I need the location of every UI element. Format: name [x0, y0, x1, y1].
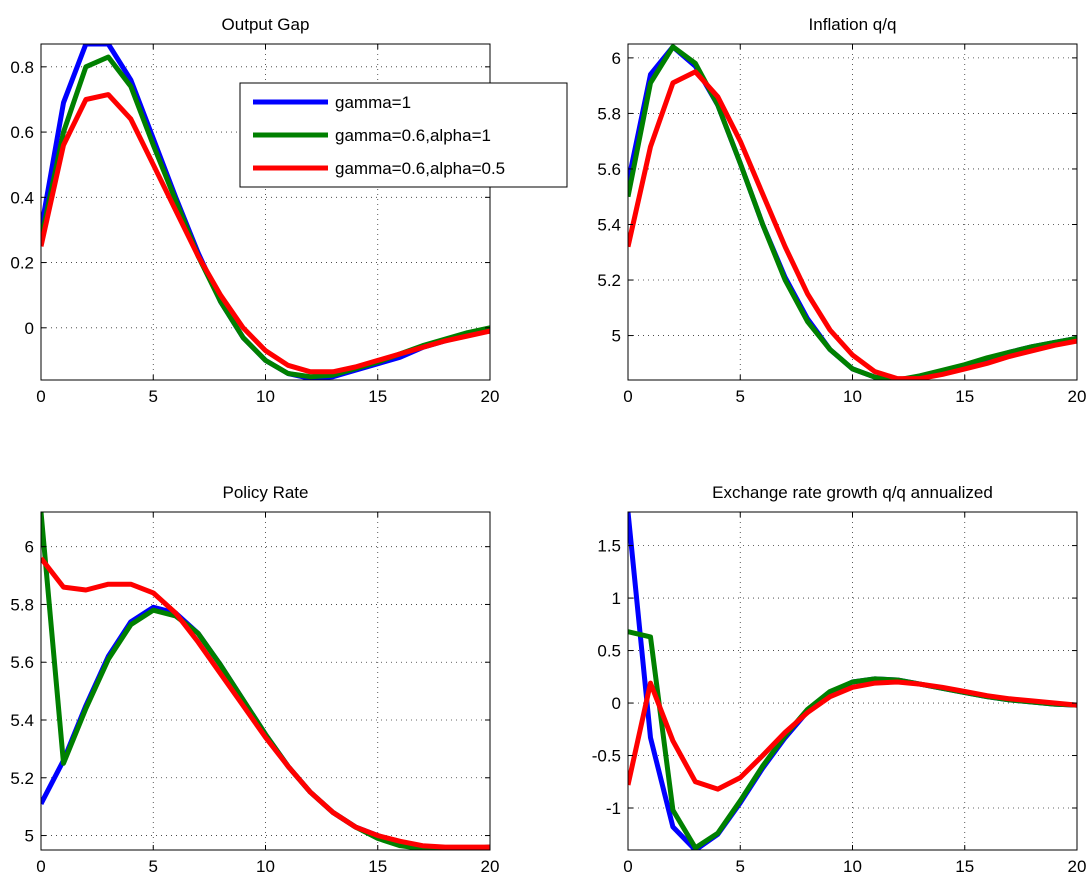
plot-title: Output Gap — [222, 15, 310, 34]
x-tick-label: 10 — [843, 387, 862, 406]
x-tick-label: 0 — [623, 387, 632, 406]
y-tick-label: 5.6 — [10, 653, 34, 672]
x-tick-label: 15 — [368, 387, 387, 406]
x-tick-label: 20 — [481, 387, 500, 406]
y-tick-label: 0.8 — [10, 58, 34, 77]
x-tick-label: 5 — [149, 387, 158, 406]
legend-label: gamma=0.6,alpha=1 — [335, 126, 491, 145]
y-tick-label: 5.8 — [597, 104, 621, 123]
plot-title: Inflation q/q — [809, 15, 897, 34]
legend: gamma=1 gamma=0.6,alpha=1 gamma=0.6,alpha=… — [239, 82, 568, 188]
x-tick-label: 10 — [256, 857, 275, 876]
y-tick-label: 5.2 — [597, 271, 621, 290]
y-tick-label: 5.6 — [597, 160, 621, 179]
series-line-gamma-0-6-alpha-0-5 — [628, 679, 1077, 792]
y-tick-label: 5.4 — [10, 711, 34, 730]
x-tick-label: 10 — [843, 857, 862, 876]
y-tick-label: 0.5 — [597, 642, 621, 661]
series-line-gamma-0-6-alpha-0-5 — [628, 69, 1077, 380]
y-tick-label: 1 — [612, 589, 621, 608]
y-tick-label: -0.5 — [592, 747, 621, 766]
x-tick-label: 5 — [149, 857, 158, 876]
x-tick-label: 5 — [736, 387, 745, 406]
y-tick-label: 0.4 — [10, 188, 34, 207]
x-tick-label: 0 — [36, 857, 45, 876]
x-tick-label: 10 — [256, 387, 275, 406]
subplot-2: 0 5 10 15 20 5 5.2 5.4 5.6 5.8 6 Inflation q/q — [597, 15, 1086, 406]
legend-label: gamma=0.6,alpha=0.5 — [335, 159, 505, 178]
legend-label: gamma=1 — [335, 93, 411, 112]
y-tick-label: 5.4 — [597, 215, 621, 234]
y-tick-label: 5 — [612, 327, 621, 346]
plot-title: Exchange rate growth q/q annualized — [712, 483, 993, 502]
y-tick-label: 5 — [25, 827, 34, 846]
subplot-4: 0 5 10 15 20 -1 -0.5 0 0.5 1 1.5 Exchange rate grow… — [592, 483, 1087, 876]
y-tick-label: 5.2 — [10, 769, 34, 788]
plot-area — [41, 512, 490, 850]
y-tick-label: -1 — [606, 799, 621, 818]
y-tick-label: 6 — [612, 49, 621, 68]
series-line-gamma-0-6-alpha-0-5 — [41, 556, 490, 850]
x-tick-label: 15 — [955, 857, 974, 876]
plot-title: Policy Rate — [223, 483, 309, 502]
y-tick-label: 0 — [25, 319, 34, 338]
series-line-gamma-0-6-alpha-0-5 — [41, 92, 490, 375]
y-tick-label: 1.5 — [597, 537, 621, 556]
x-tick-label: 20 — [1068, 857, 1087, 876]
x-tick-label: 0 — [36, 387, 45, 406]
x-tick-label: 5 — [736, 857, 745, 876]
y-tick-label: 0.2 — [10, 254, 34, 273]
x-tick-label: 20 — [481, 857, 500, 876]
y-tick-label: 0 — [612, 694, 621, 713]
x-tick-label: 20 — [1068, 387, 1087, 406]
x-tick-label: 15 — [955, 387, 974, 406]
x-tick-label: 0 — [623, 857, 632, 876]
y-tick-label: 5.8 — [10, 595, 34, 614]
x-tick-label: 15 — [368, 857, 387, 876]
y-tick-label: 6 — [25, 538, 34, 557]
y-tick-label: 0.6 — [10, 123, 34, 142]
